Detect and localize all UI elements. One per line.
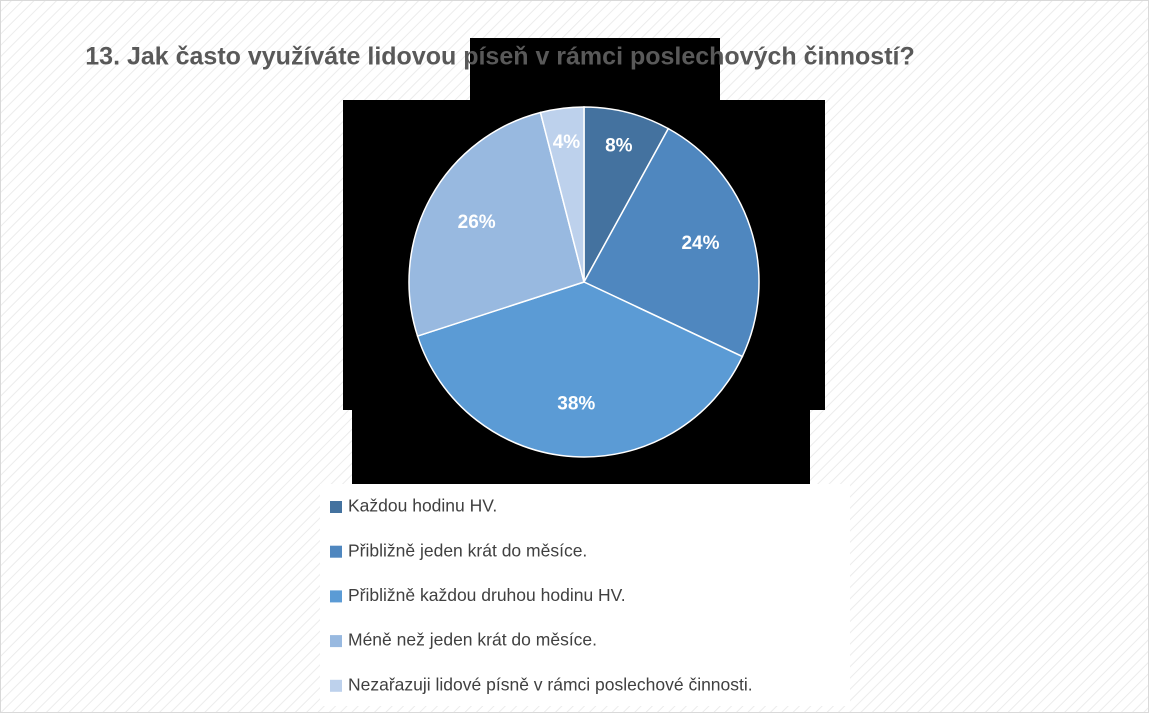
legend-swatch bbox=[330, 635, 342, 648]
legend-swatch bbox=[330, 501, 342, 513]
data-label: 38% bbox=[557, 393, 595, 414]
legend-label: Každou hodinu HV. bbox=[348, 496, 497, 516]
legend-box bbox=[320, 484, 850, 706]
legend-label: Méně než jeden krát do měsíce. bbox=[348, 630, 597, 650]
data-label: 26% bbox=[458, 212, 496, 233]
chart-title: 13. Jak často využíváte lidovou píseň v … bbox=[85, 43, 914, 71]
pie-slice bbox=[582, 127, 760, 358]
data-label: 8% bbox=[605, 135, 633, 156]
legend-label: Přibližně jeden krát do měsíce. bbox=[348, 540, 587, 560]
pie-slice bbox=[408, 111, 585, 338]
pie-slice bbox=[416, 281, 744, 458]
legend-label: Nezařazuji lidové písně v rámci poslecho… bbox=[348, 674, 753, 694]
artifact bbox=[470, 38, 720, 108]
legend-swatch bbox=[330, 590, 342, 603]
data-label: 4% bbox=[553, 132, 581, 153]
data-label: 24% bbox=[681, 233, 719, 254]
pie-slice bbox=[539, 106, 585, 283]
legend-swatch bbox=[330, 545, 342, 558]
legend-label: Přibližně každou druhou hodinu HV. bbox=[348, 585, 626, 605]
legend-swatch bbox=[330, 679, 342, 692]
